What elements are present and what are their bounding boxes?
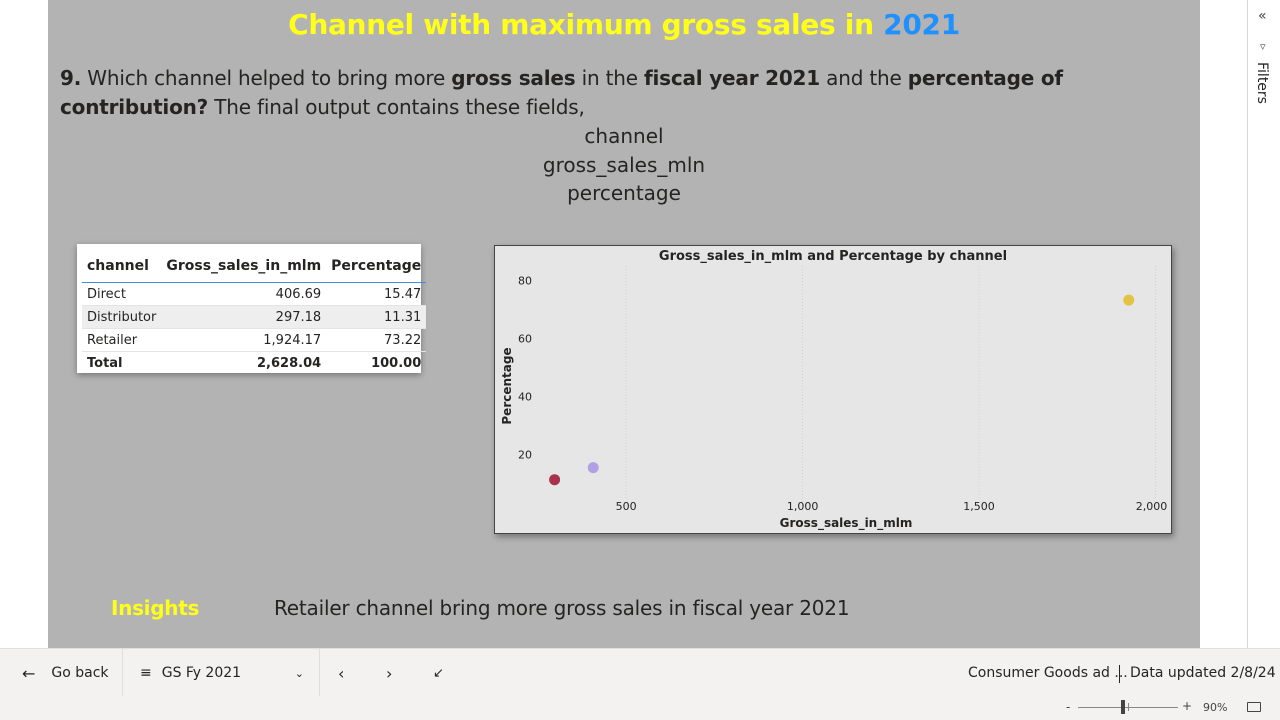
page-title: Channel with maximum gross sales in 2021 <box>48 8 1200 41</box>
next-page-button[interactable]: › <box>386 649 392 697</box>
report-canvas: Channel with maximum gross sales in 2021… <box>48 0 1200 648</box>
question-bold: gross sales <box>451 66 576 90</box>
chevron-left-icon: ‹ <box>338 663 345 683</box>
filters-pane[interactable]: « ▿ Filters <box>1247 0 1280 648</box>
field-percentage: percentage <box>567 181 681 205</box>
question-part: Which channel helped to bring more <box>81 66 452 90</box>
divider <box>122 649 123 697</box>
cell-total-gross-sales: 2,628.04 <box>161 351 327 374</box>
scatter-chart-visual[interactable]: Gross_sales_in_mlm and Percentage by cha… <box>494 245 1172 534</box>
chevron-right-icon: › <box>386 663 393 683</box>
chart-tick-labels: 500 1,000 1,500 2,000 20 40 60 80 <box>518 275 1167 514</box>
page-selector-value: GS Fy 2021 <box>161 665 242 681</box>
pages-list-icon: ≡ <box>140 665 152 681</box>
table-row[interactable]: Direct 406.69 15.47 <box>82 282 427 306</box>
zoom-level[interactable]: 90% <box>1203 701 1228 714</box>
question-part: and the <box>820 66 908 90</box>
double-chevron-left-icon[interactable]: « <box>1258 8 1267 24</box>
x-tick-label: 500 <box>616 500 637 513</box>
column-header-channel[interactable]: channel <box>82 250 162 283</box>
cell-gross-sales: 297.18 <box>161 305 327 329</box>
status-bar: - + 90% <box>0 696 1280 720</box>
question-text: 9. Which channel helped to bring more gr… <box>60 64 1190 122</box>
title-text: Channel with maximum gross sales in <box>288 8 884 41</box>
scatter-point-direct[interactable] <box>587 462 599 474</box>
scatter-chart: Gross_sales_in_mlm and Percentage by cha… <box>500 249 1167 531</box>
y-tick-label: 40 <box>518 391 532 404</box>
question-bold: percentage of contribution? <box>60 66 1063 119</box>
chart-points <box>549 294 1135 486</box>
chart-gridlines <box>625 266 1156 498</box>
zoom-slider-tick <box>1128 703 1129 711</box>
exit-full-screen-button[interactable]: ↙ <box>433 649 444 697</box>
chevron-down-icon: ⌄ <box>294 666 304 680</box>
output-fields: channel gross_sales_mln percentage <box>48 122 1200 208</box>
scatter-point-distributor[interactable] <box>549 474 561 486</box>
divider <box>319 649 320 697</box>
page-selector-dropdown[interactable]: ≡ GS Fy 2021 ⌄ <box>140 649 304 697</box>
previous-page-button[interactable]: ‹ <box>338 649 344 697</box>
insights-text: Retailer channel bring more gross sales … <box>274 596 850 620</box>
table-row[interactable]: Retailer 1,924.17 73.22 <box>82 328 427 352</box>
cell-channel: Distributor <box>82 305 162 329</box>
fit-to-page-icon[interactable] <box>1247 702 1261 712</box>
sales-table-visual[interactable]: channel Gross_sales_in_mlm Percentage Di… <box>77 244 427 374</box>
go-back-button[interactable]: ← Go back <box>22 649 109 697</box>
zoom-slider-thumb[interactable] <box>1121 700 1125 714</box>
x-axis-title: Gross_sales_in_mlm <box>780 516 913 531</box>
question-bold: fiscal year 2021 <box>643 66 820 90</box>
zoom-out-button[interactable]: - <box>1066 700 1071 714</box>
zoom-in-button[interactable]: + <box>1182 699 1193 713</box>
collapse-arrows-icon: ↙ <box>433 665 444 681</box>
y-axis-title: Percentage <box>500 347 514 424</box>
cell-channel: Direct <box>82 282 162 306</box>
column-header-percentage[interactable]: Percentage <box>326 250 427 283</box>
cell-total-label: Total <box>82 351 162 374</box>
y-tick-label: 80 <box>518 275 532 288</box>
table-header-row: channel Gross_sales_in_mlm Percentage <box>82 250 427 283</box>
question-part: The final output contains these fields, <box>208 95 585 119</box>
cell-gross-sales: 1,924.17 <box>161 328 327 352</box>
x-tick-label: 1,000 <box>787 500 819 513</box>
column-header-gross-sales[interactable]: Gross_sales_in_mlm <box>161 250 327 283</box>
title-year: 2021 <box>883 8 960 41</box>
x-tick-label: 2,000 <box>1136 500 1168 513</box>
filter-icon: ▿ <box>1260 40 1266 53</box>
cell-gross-sales: 406.69 <box>161 282 327 306</box>
field-gross-sales: gross_sales_mln <box>542 152 706 177</box>
y-tick-label: 20 <box>518 449 532 462</box>
sales-table: channel Gross_sales_in_mlm Percentage Di… <box>82 250 427 374</box>
x-tick-label: 1,500 <box>963 500 995 513</box>
cell-percentage: 15.47 <box>326 282 427 306</box>
report-name[interactable]: Consumer Goods ad ... <box>968 665 1128 681</box>
go-back-label: Go back <box>51 665 109 681</box>
table-row[interactable]: Distributor 297.18 11.31 <box>82 305 427 329</box>
divider <box>1119 665 1120 683</box>
arrow-left-icon: ← <box>22 663 36 683</box>
insights-label: Insights <box>111 596 200 620</box>
question-number: 9. <box>60 66 82 90</box>
filters-label[interactable]: Filters <box>1254 62 1270 104</box>
cell-total-percentage: 100.00 <box>326 351 427 374</box>
bottom-navigation-bar: ← Go back ≡ GS Fy 2021 ⌄ ‹ › ↙ Consumer … <box>0 648 1280 697</box>
scatter-point-retailer[interactable] <box>1123 294 1135 306</box>
question-part: in the <box>575 66 644 90</box>
cell-channel: Retailer <box>82 328 162 352</box>
table-total-row: Total 2,628.04 100.00 <box>82 351 427 374</box>
field-channel: channel <box>584 124 664 148</box>
cell-percentage: 11.31 <box>326 305 427 329</box>
y-tick-label: 60 <box>518 333 532 346</box>
cell-percentage: 73.22 <box>326 328 427 352</box>
data-updated-status: Data updated 2/8/24 <box>1130 665 1276 681</box>
chart-title: Gross_sales_in_mlm and Percentage by cha… <box>659 249 1007 264</box>
